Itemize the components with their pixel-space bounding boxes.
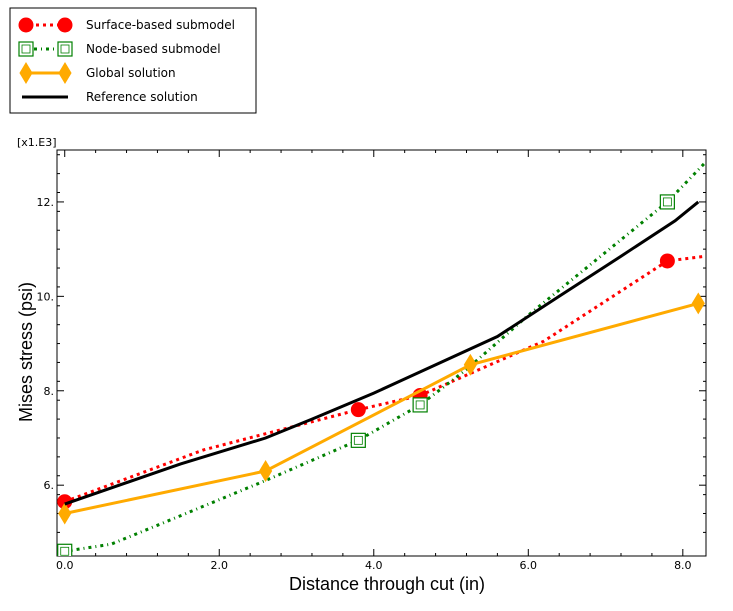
y-tick-label: 8. <box>44 385 55 398</box>
legend-marker <box>57 17 73 33</box>
series-2 <box>58 292 705 525</box>
series-0 <box>57 253 706 510</box>
y-tick-label: 10. <box>37 290 55 303</box>
data-point <box>259 460 273 482</box>
series-line <box>64 254 706 504</box>
x-tick-label: 2.0 <box>211 559 229 572</box>
x-axis-title: Distance through cut (in) <box>289 574 485 594</box>
x-tick-label: 0.0 <box>56 559 74 572</box>
x-tick-label: 6.0 <box>520 559 538 572</box>
data-point <box>350 432 366 448</box>
data-point-inner <box>353 435 363 445</box>
series-line <box>64 301 699 515</box>
legend-marker <box>58 62 72 84</box>
data-point <box>463 353 477 376</box>
y-tick-label: 12. <box>37 196 55 209</box>
data-point <box>691 292 705 315</box>
data-point <box>57 543 73 556</box>
legend-marker <box>57 41 73 57</box>
legend-marker <box>18 41 34 57</box>
x-tick-label: 4.0 <box>365 559 383 572</box>
data-point <box>659 194 675 210</box>
x-tick-label: 8.0 <box>674 559 692 572</box>
y-multiplier-label: [x1.E3] <box>17 136 57 149</box>
legend-marker <box>18 17 34 33</box>
data-point <box>350 402 366 418</box>
data-point <box>58 502 72 525</box>
legend-label: Global solution <box>86 66 176 80</box>
data-point-inner <box>415 400 425 410</box>
series-line <box>64 160 706 553</box>
data-point <box>412 397 428 413</box>
plot-frame <box>56 149 707 557</box>
y-tick-label: 6. <box>44 479 55 492</box>
legend-label: Reference solution <box>86 90 198 104</box>
data-point-inner <box>60 546 70 556</box>
axis-ticks: 0.0 2.0 4.0 6.0 8.0 6. 8. 10. 12. <box>37 150 706 572</box>
series-line <box>64 200 700 506</box>
y-axis-title: Mises stress (psi) <box>16 282 36 422</box>
legend-marker-inner <box>21 44 31 54</box>
data-point-inner <box>662 197 672 207</box>
series-3 <box>64 200 700 506</box>
series-layer <box>57 160 706 556</box>
data-point <box>659 253 675 269</box>
legend-label: Node-based submodel <box>86 42 221 56</box>
legend: Surface-based submodel Node-based submode… <box>18 17 235 104</box>
legend-label: Surface-based submodel <box>86 18 235 32</box>
legend-marker <box>19 62 33 84</box>
series-1 <box>57 160 706 556</box>
legend-marker-inner <box>60 44 70 54</box>
